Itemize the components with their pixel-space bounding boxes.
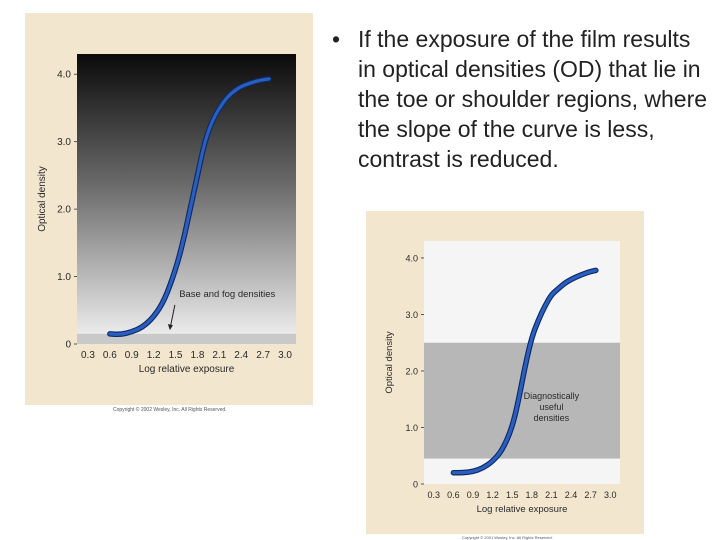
x-tick-label: 0.3 [81,350,95,361]
y-tick-label: 2.0 [57,205,71,216]
x-tick-label: 3.0 [604,490,617,500]
y-tick-label: 0 [65,340,71,351]
x-axis-label: Log relative exposure [477,504,568,515]
y-tick-label: 4.0 [57,70,71,81]
y-tick-label: 4.0 [405,253,418,263]
y-tick-label: 1.0 [57,272,71,283]
x-tick-label: 0.9 [467,490,480,500]
x-tick-label: 1.2 [486,490,499,500]
x-tick-label: 0.9 [125,350,139,361]
characteristic-curve-chart-2: 0 1.0 2.0 3.0 4.0 0.3 0.6 0.9 1.2 1.5 1.8 2.1 2.4 2.7… [384,241,620,515]
y-tick-label: 3.0 [405,310,418,320]
y-axis-label: Optical density [384,331,395,394]
x-tick-label: 2.4 [565,490,578,500]
x-tick-label: 2.7 [584,490,597,500]
annotation-0: Base and fog densities [179,289,275,300]
characteristic-curve-chart-1: 0 1.0 2.0 3.0 4.0 0.3 0.6 0.9 1.2 1.5 1.8 2.1 2.4 2.7… [37,54,296,375]
y-tick-label: 3.0 [57,137,71,148]
plot-area [77,54,296,344]
x-tick-label: 1.5 [506,490,519,500]
y-tick-label: 2.0 [405,366,418,376]
annotation-0: Diagnostically useful densities [524,391,580,423]
copyright-note-1: Copyright © 2002 Wesley, Inc. All Rights… [113,407,227,413]
x-tick-label: 1.5 [169,350,183,361]
x-tick-label: 1.8 [526,490,539,500]
copyright-note-2: Copyright © 2001 Wesley, Inc. All Rights… [462,535,553,540]
x-axis-label: Log relative exposure [139,364,235,375]
chart-panel-diagnostic-densities: 0 1.0 2.0 3.0 4.0 0.3 0.6 0.9 1.2 1.5 1.8 2.1 2.4 2.7… [366,211,644,534]
x-tick-label: 2.7 [256,350,270,361]
bullet-text: If the exposure of the film results in o… [358,26,708,172]
x-tick-label: 1.8 [190,350,204,361]
x-tick-label: 3.0 [278,350,292,361]
y-tick-label: 0 [413,480,418,490]
x-tick-label: 1.2 [147,350,161,361]
characteristic-curve-line [451,268,598,475]
x-tick-label: 2.1 [545,490,558,500]
x-tick-label: 2.4 [234,350,248,361]
x-tick-label: 0.6 [447,490,460,500]
x-tick-label: 0.6 [103,350,117,361]
y-tick-label: 1.0 [405,423,418,433]
shaded-band-0 [424,342,620,459]
bullet-dot: • [332,26,341,52]
chart-panel-characteristic-curve: 0 1.0 2.0 3.0 4.0 0.3 0.6 0.9 1.2 1.5 1.8 2.1 2.4 2.7… [25,13,313,405]
x-tick-label: 0.3 [428,490,441,500]
shaded-band-0 [77,333,296,344]
characteristic-curve-line [108,77,271,336]
annotation-arrow-head [167,324,173,331]
y-axis-label: Optical density [37,166,48,232]
x-tick-label: 2.1 [212,350,226,361]
